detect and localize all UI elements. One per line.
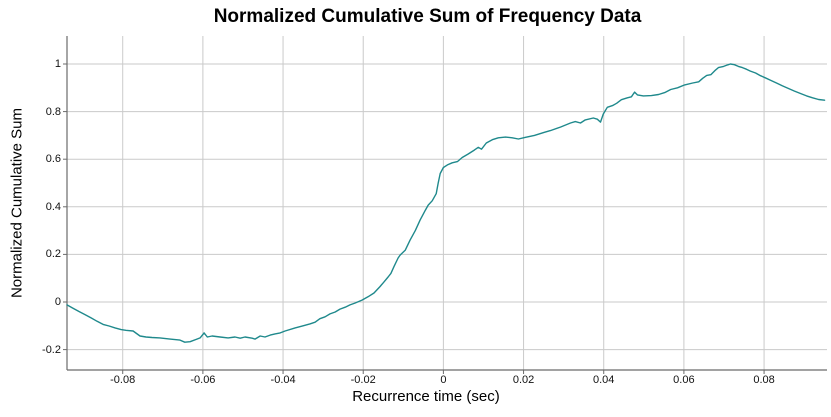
x-tick-label: 0.04 <box>592 374 615 386</box>
x-tick-label: 0.08 <box>753 374 775 386</box>
x-axis-label: Recurrence time (sec) <box>352 388 500 405</box>
data-line <box>66 63 826 343</box>
y-tick-label: 0 <box>54 296 61 308</box>
y-tick-label: 1 <box>54 58 61 70</box>
x-tick-label: 0 <box>440 374 447 386</box>
x-tick-label: 0.06 <box>673 374 695 386</box>
x-tick-label: -0.06 <box>190 374 216 386</box>
y-tick-label: 0.6 <box>45 153 61 166</box>
x-tick-label: 0.02 <box>512 374 535 386</box>
x-tick-label: -0.02 <box>350 374 376 386</box>
x-tick-label: -0.04 <box>270 374 296 386</box>
chart-title: Normalized Cumulative Sum of Frequency D… <box>213 6 642 27</box>
y-tick-label: 0.2 <box>45 248 61 261</box>
y-tick-label: 0.8 <box>45 105 61 118</box>
y-tick-label: -0.2 <box>42 343 61 356</box>
x-tick-label: -0.08 <box>110 374 136 386</box>
y-tick-label: 0.4 <box>45 200 61 213</box>
y-axis-label: Normalized Cumulative Sum <box>8 107 26 299</box>
